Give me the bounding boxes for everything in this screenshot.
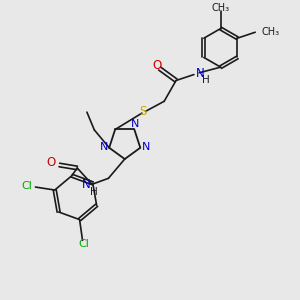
Text: Cl: Cl bbox=[79, 239, 89, 249]
Text: CH₃: CH₃ bbox=[261, 27, 279, 37]
Text: N: N bbox=[196, 67, 205, 80]
Text: O: O bbox=[46, 156, 56, 169]
Text: CH₃: CH₃ bbox=[212, 3, 230, 13]
Text: O: O bbox=[152, 59, 161, 72]
Text: N: N bbox=[100, 142, 108, 152]
Text: Cl: Cl bbox=[22, 182, 32, 191]
Text: N: N bbox=[82, 178, 90, 191]
Text: N: N bbox=[141, 142, 150, 152]
Text: H: H bbox=[90, 187, 98, 197]
Text: S: S bbox=[139, 105, 146, 118]
Text: H: H bbox=[202, 75, 210, 85]
Text: N: N bbox=[131, 119, 140, 129]
